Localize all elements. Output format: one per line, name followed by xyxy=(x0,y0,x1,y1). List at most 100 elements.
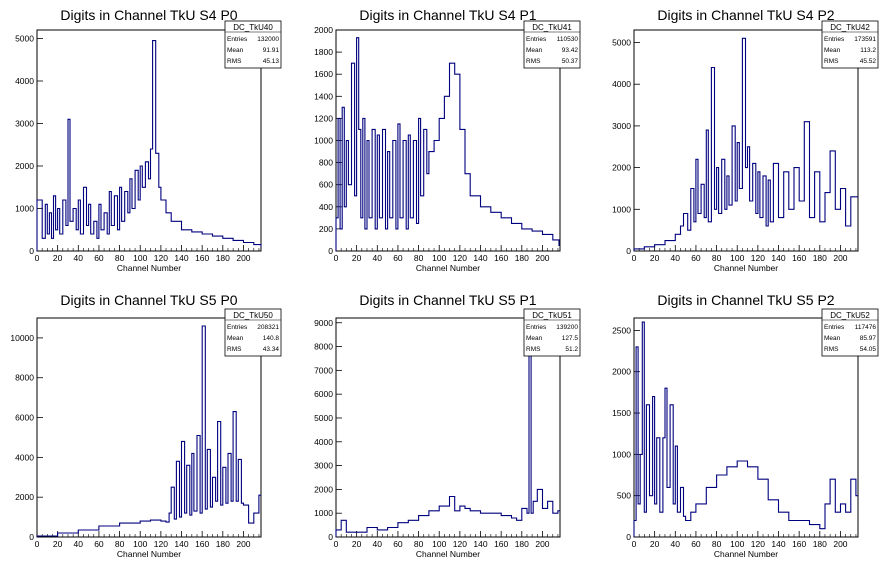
y-tick-label: 1500 xyxy=(612,408,631,418)
stats-rms-label: RMS xyxy=(526,58,541,65)
stats-mean-value: 113.2 xyxy=(860,47,876,54)
stats-entries-value: 132000 xyxy=(257,36,279,43)
x-tick-label: 140 xyxy=(473,539,487,549)
x-tick-label: 140 xyxy=(771,539,785,549)
x-tick-label: 140 xyxy=(771,253,785,263)
stats-mean-label: Mean xyxy=(824,47,841,54)
x-tick-label: 180 xyxy=(216,539,230,549)
stats-rms-label: RMS xyxy=(227,58,242,65)
stats-mean-label: Mean xyxy=(824,335,841,342)
stats-rms-value: 43.34 xyxy=(263,346,280,353)
y-tick-label: 1600 xyxy=(314,69,333,79)
stats-entries-value: 117476 xyxy=(855,324,877,331)
x-tick-label: 0 xyxy=(632,253,637,263)
x-tick-label: 80 xyxy=(414,539,424,549)
y-tick-label: 4000 xyxy=(15,76,34,86)
x-tick-label: 0 xyxy=(35,253,40,263)
stats-rms-label: RMS xyxy=(227,346,242,353)
stats-rms-value: 54.05 xyxy=(860,346,877,353)
panel-title: Digits in Channel TkU S4 P2 xyxy=(657,7,834,23)
histogram-series xyxy=(633,321,858,537)
x-tick-label: 160 xyxy=(792,539,806,549)
x-tick-label: 40 xyxy=(74,539,84,549)
x-tick-label: 40 xyxy=(671,539,681,549)
stats-box xyxy=(523,20,581,69)
y-tick-label: 1200 xyxy=(314,113,333,123)
y-tick-label: 4000 xyxy=(15,452,34,462)
stats-mean-value: 91.91 xyxy=(263,47,280,54)
x-axis-label: Channel Number xyxy=(714,263,778,273)
stats-rms-label: RMS xyxy=(526,346,541,353)
x-tick-label: 0 xyxy=(632,539,637,549)
histogram-series xyxy=(633,37,858,251)
stats-entries-label: Entries xyxy=(824,36,845,43)
stats-name: DC_TkU40 xyxy=(233,23,273,32)
y-tick-label: 8000 xyxy=(15,373,34,383)
y-tick-label: 1000 xyxy=(314,136,333,146)
x-tick-label: 20 xyxy=(53,253,63,263)
y-tick-label: 2000 xyxy=(314,25,333,35)
y-tick-label: 400 xyxy=(319,202,333,212)
x-tick-label: 200 xyxy=(535,253,549,263)
histogram-series xyxy=(335,348,560,537)
y-tick-label: 4000 xyxy=(314,437,333,447)
x-axis-label: Channel Number xyxy=(416,263,480,273)
panel-title: Digits in Channel TkU S4 P0 xyxy=(60,7,237,23)
x-tick-label: 180 xyxy=(515,539,529,549)
stats-entries-label: Entries xyxy=(227,36,248,43)
stats-entries-value: 139200 xyxy=(556,324,578,331)
x-tick-label: 100 xyxy=(133,539,147,549)
stats-mean-value: 85.97 xyxy=(860,335,877,342)
x-tick-label: 120 xyxy=(453,253,467,263)
plot-frame xyxy=(335,317,561,538)
x-tick-label: 120 xyxy=(154,253,168,263)
x-tick-label: 0 xyxy=(334,539,339,549)
x-tick-label: 80 xyxy=(712,539,722,549)
y-tick-label: 10000 xyxy=(10,333,34,343)
histogram-panel: Digits in Channel TkU S5 P2 0 20 40 60 80 100 1… xyxy=(612,292,879,559)
x-tick-label: 200 xyxy=(833,539,847,549)
y-tick-label: 600 xyxy=(319,180,333,190)
y-tick-label: 2000 xyxy=(15,492,34,502)
y-tick-label: 2500 xyxy=(612,325,631,335)
y-tick-label: 1400 xyxy=(314,91,333,101)
stats-box xyxy=(224,20,282,69)
stats-name: DC_TkU52 xyxy=(830,311,870,320)
x-tick-label: 120 xyxy=(154,539,168,549)
stats-box xyxy=(224,308,282,357)
y-tick-label: 1000 xyxy=(612,204,631,214)
y-tick-label: 1000 xyxy=(612,449,631,459)
x-axis-label: Channel Number xyxy=(714,549,778,559)
x-tick-label: 160 xyxy=(792,253,806,263)
x-tick-label: 180 xyxy=(813,253,827,263)
y-tick-label: 0 xyxy=(29,246,34,256)
x-tick-label: 160 xyxy=(494,253,508,263)
x-tick-label: 160 xyxy=(195,253,209,263)
stats-name: DC_TkU42 xyxy=(830,23,870,32)
x-tick-label: 20 xyxy=(650,253,660,263)
y-tick-label: 9000 xyxy=(314,318,333,328)
plot-frame xyxy=(633,317,859,538)
y-tick-label: 2000 xyxy=(612,367,631,377)
y-tick-label: 0 xyxy=(328,532,333,542)
stats-rms-label: RMS xyxy=(824,58,839,65)
y-tick-label: 1000 xyxy=(15,204,34,214)
stats-entries-label: Entries xyxy=(526,36,547,43)
stats-mean-label: Mean xyxy=(526,335,543,342)
x-tick-label: 40 xyxy=(74,253,84,263)
stats-mean-value: 127.5 xyxy=(562,335,579,342)
stats-mean-value: 140.8 xyxy=(263,335,280,342)
x-tick-label: 120 xyxy=(751,539,765,549)
x-tick-label: 100 xyxy=(730,539,744,549)
y-tick-label: 6000 xyxy=(15,413,34,423)
x-tick-label: 40 xyxy=(671,253,681,263)
x-axis-label: Channel Number xyxy=(117,549,181,559)
stats-rms-value: 45.52 xyxy=(860,58,877,65)
panel-title: Digits in Channel TkU S5 P1 xyxy=(359,292,536,308)
x-tick-label: 80 xyxy=(115,539,125,549)
histogram-panel: Digits in Channel TkU S4 P2 0 20 40 60 80 100 1… xyxy=(612,7,879,273)
stats-mean-value: 93.42 xyxy=(562,47,579,54)
x-tick-label: 140 xyxy=(174,539,188,549)
x-axis-label: Channel Number xyxy=(117,263,181,273)
